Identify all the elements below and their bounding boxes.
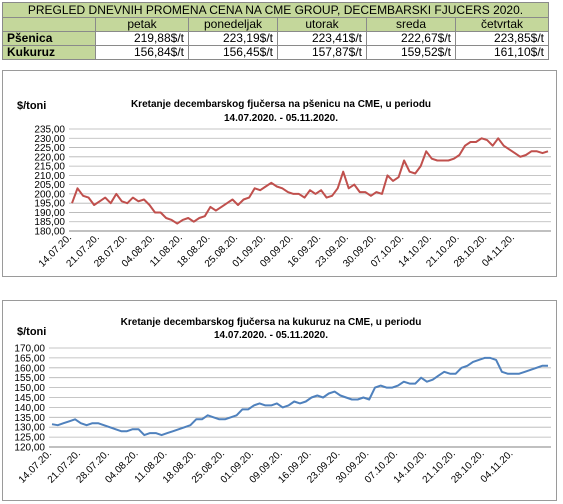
table-cell: 157,87$/t <box>277 45 367 60</box>
series-line <box>71 137 549 225</box>
y-tick-label: 130,00 <box>14 423 45 434</box>
y-tick-label: 180,00 <box>34 227 65 238</box>
y-tick-label: 135,00 <box>14 413 45 424</box>
corn-chart: $/toni Kretanje decembarskog fjučersa na… <box>14 317 551 486</box>
row-label: Pšenica <box>2 31 96 46</box>
table-cell: 219,88$/t <box>95 31 189 46</box>
wheat-chart: $/toni Kretanje decembarskog fjučersa na… <box>17 99 551 270</box>
y-tick-label: 185,00 <box>34 217 65 228</box>
chart-title-line-1: Kretanje decembarskog fjučersa na kukuru… <box>121 317 422 328</box>
y-tick-label: 215,00 <box>34 162 65 173</box>
y-tick-label: 125,00 <box>14 433 45 444</box>
y-tick-label: 220,00 <box>34 152 65 163</box>
table-cell: 156,45$/t <box>188 45 278 60</box>
series-line <box>51 356 548 437</box>
table-cell: 156,84$/t <box>95 45 189 60</box>
table-title: PREGLED DNEVNIH PROMENA CENA NA CME GROU… <box>2 2 549 18</box>
y-tick-label: 155,00 <box>14 373 45 384</box>
y-tick-label: 165,00 <box>14 353 45 364</box>
table-cell: 159,52$/t <box>366 45 456 60</box>
table-row: Kukuruz 156,84$/t 156,45$/t 157,87$/t 15… <box>2 45 549 60</box>
y-axis-label: $/toni <box>17 100 46 112</box>
chart-title-line-1: Kretanje decembarskog fjučersa na pšenic… <box>131 99 431 110</box>
price-table: PREGLED DNEVNIH PROMENA CENA NA CME GROU… <box>2 2 549 60</box>
y-tick-label: 170,00 <box>14 344 45 355</box>
y-tick-label: 225,00 <box>34 143 65 154</box>
header-day: utorak <box>277 17 367 32</box>
table-cell: 223,19$/t <box>188 31 278 46</box>
header-day: petak <box>95 17 189 32</box>
y-tick-label: 145,00 <box>14 393 45 404</box>
y-tick-label: 120,00 <box>14 443 45 454</box>
header-day: sreda <box>366 17 456 32</box>
y-axis-label: $/toni <box>17 326 46 338</box>
y-tick-label: 190,00 <box>34 208 65 219</box>
header-day: ponedeljak <box>188 17 278 32</box>
header-day: četvrtak <box>455 17 549 32</box>
y-tick-label: 140,00 <box>14 403 45 414</box>
table-cell: 223,41$/t <box>277 31 367 46</box>
table-header-row: petak ponedeljak utorak sreda četvrtak <box>2 17 549 32</box>
table-cell: 223,85$/t <box>455 31 549 46</box>
wheat-chart-panel: $/toni Kretanje decembarskog fjučersa na… <box>2 70 557 277</box>
corn-chart-panel: $/toni Kretanje decembarskog fjučersa na… <box>2 300 557 501</box>
y-tick-label: 150,00 <box>14 383 45 394</box>
row-label: Kukuruz <box>2 45 96 60</box>
y-tick-label: 230,00 <box>34 134 65 145</box>
y-tick-label: 210,00 <box>34 171 65 182</box>
y-tick-label: 160,00 <box>14 363 45 374</box>
y-tick-label: 200,00 <box>34 189 65 200</box>
y-tick-label: 205,00 <box>34 180 65 191</box>
y-tick-label: 195,00 <box>34 199 65 210</box>
table-cell: 222,67$/t <box>366 31 456 46</box>
chart-title-line-2: 14.07.2020. - 05.11.2020. <box>224 113 338 124</box>
y-tick-label: 235,00 <box>34 125 65 136</box>
chart-title-line-2: 14.07.2020. - 05.11.2020. <box>214 330 328 341</box>
table-cell: 161,10$/t <box>455 45 549 60</box>
header-blank <box>2 17 96 32</box>
table-row: Pšenica 219,88$/t 223,19$/t 223,41$/t 22… <box>2 31 549 46</box>
